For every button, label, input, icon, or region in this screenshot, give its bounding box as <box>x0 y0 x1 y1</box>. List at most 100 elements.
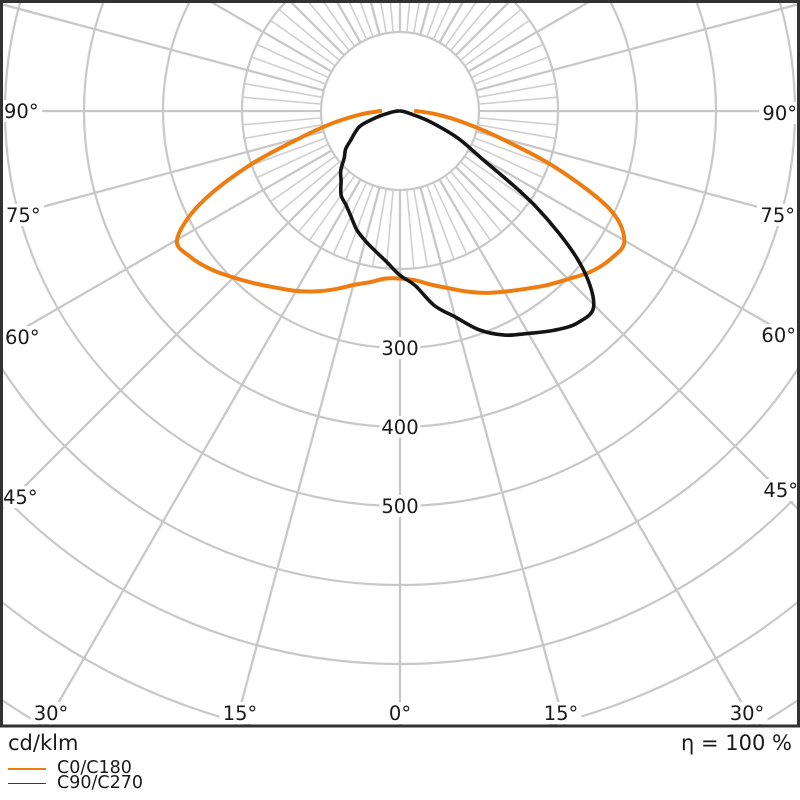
grid-radial-minor-155 <box>432 3 452 40</box>
ring-label-bg <box>379 416 421 438</box>
grid-radial-major-255 <box>3 3 324 92</box>
grid-radial-minor-185 <box>389 3 394 33</box>
grid-radial-minor-115 <box>471 43 544 79</box>
grid-radial-minor-235 <box>270 19 336 67</box>
grid-radial-minor-170 <box>412 3 420 34</box>
grid-radial-minor-20 <box>426 184 455 260</box>
angle-label: 60° <box>761 324 796 347</box>
legend-line-c90-c270-icon <box>8 783 46 784</box>
angle-label: 30° <box>34 702 69 725</box>
grid-radial-major-285 <box>3 130 324 219</box>
grid-radial-minor-70 <box>473 137 549 166</box>
grid-radial-minor-65 <box>471 143 544 179</box>
grid-radial-minor-290 <box>251 137 327 166</box>
grid-radial-major-315 <box>3 166 345 510</box>
curve-c90-c270 <box>338 109 596 338</box>
grid-radial-minor-250 <box>251 56 327 85</box>
grid-radial-minor-95 <box>478 96 558 105</box>
angle-label-bg <box>540 702 582 724</box>
grid-radial-minor-140 <box>450 3 492 51</box>
grid-radial-minor-200 <box>359 3 374 38</box>
units-label: cd/klm <box>8 731 79 755</box>
grid-radial-minor-190 <box>380 3 388 34</box>
legend-label-c0-c180: C0/C180 <box>57 758 132 778</box>
grid-radial-minor-245 <box>256 43 329 79</box>
grid-radial-major-150 <box>438 3 464 44</box>
angle-label-bg <box>1 100 42 122</box>
grid-radial-minor-305 <box>270 155 336 203</box>
angle-label-bg <box>0 486 41 508</box>
grid-radial-minor-340 <box>345 184 374 260</box>
grid-radial-minor-275 <box>242 117 322 126</box>
angle-label-bg <box>758 324 799 346</box>
grid-radial-minor-145 <box>444 3 477 47</box>
ring-label: 400 <box>381 416 418 439</box>
grid-radial-minor-80 <box>477 123 556 140</box>
grid-radial-minor-280 <box>244 123 323 140</box>
angle-label-bg <box>219 702 261 724</box>
curve-c0-c180 <box>174 109 627 295</box>
grid-radial-major-30 <box>438 178 756 725</box>
grid-radial-minor-100 <box>477 82 556 99</box>
angle-label: 45° <box>3 486 38 509</box>
ring-label: 500 <box>381 495 418 518</box>
legend-row-c90-c270: C90/C270 <box>8 774 143 792</box>
angle-label: 60° <box>5 326 40 349</box>
angle-label: 15° <box>544 702 579 725</box>
angle-label-bg <box>726 702 768 724</box>
grid-radial-minor-350 <box>371 188 388 267</box>
grid-radial-major-240 <box>210 3 333 73</box>
angle-label-bg <box>2 326 43 348</box>
grid-radial-minor-130 <box>460 8 522 61</box>
angle-label: 90° <box>4 100 39 123</box>
ring-label-bg <box>379 495 421 517</box>
grid-radial-minor-85 <box>478 117 558 126</box>
ring-label: 300 <box>381 337 418 360</box>
grid-radial-minor-110 <box>473 56 549 85</box>
grid-radial-minor-295 <box>256 143 329 179</box>
angle-label-bg <box>759 102 800 124</box>
angle-label: 30° <box>730 702 765 725</box>
grid-radial-minor-230 <box>278 8 340 61</box>
legend-row-c0-c180: C0/C180 <box>8 758 143 778</box>
grid-radial-minor-35 <box>444 175 492 241</box>
grid-radial-major-15 <box>419 187 566 725</box>
grid-radial-major-75 <box>476 130 797 219</box>
ring-label-bg <box>379 337 421 359</box>
grid-radial-minor-10 <box>412 188 429 267</box>
legend-line-c0-c180-icon <box>8 767 46 770</box>
angle-label-bg <box>757 204 798 226</box>
angle-label: 90° <box>762 102 797 125</box>
grid-radial-major-105 <box>476 3 797 92</box>
grid-radial-major-345 <box>234 187 381 725</box>
grid-radial-minor-160 <box>426 3 441 38</box>
grid-radial-minor-265 <box>242 96 322 105</box>
grid-radial-minor-205 <box>348 3 368 40</box>
grid-radial-minor-310 <box>278 161 340 214</box>
grid-radial-major-120 <box>467 3 590 73</box>
legend: C0/C180 C90/C270 <box>8 758 143 792</box>
angle-label-bg <box>30 702 72 724</box>
angle-label: 45° <box>763 479 798 502</box>
grid-radial-minor-5 <box>406 189 415 269</box>
angle-label: 75° <box>6 204 41 227</box>
grid-radial-minor-215 <box>323 3 356 47</box>
grid-radial-minor-220 <box>308 3 350 51</box>
angle-label-bg <box>3 204 44 226</box>
grid-radial-minor-260 <box>244 82 323 99</box>
grid-radial-minor-175 <box>406 3 411 33</box>
tick-labels: 90° 75° 60° 45° 90° 75° 60° 45° 30° 15° 0° 15° 30° 30… <box>0 100 800 725</box>
grid-radial-minor-55 <box>464 155 530 203</box>
grid-radial-minor-125 <box>464 19 530 67</box>
angle-label: 0° <box>389 702 411 725</box>
angle-label-bg <box>385 702 415 724</box>
grid-radial-minor-25 <box>432 182 468 255</box>
plot-frame <box>0 0 800 728</box>
angle-label: 75° <box>760 204 795 227</box>
grid-radial-major-330 <box>44 178 362 725</box>
grid-radial-minor-355 <box>385 189 394 269</box>
grid-radial-minor-50 <box>460 161 522 214</box>
